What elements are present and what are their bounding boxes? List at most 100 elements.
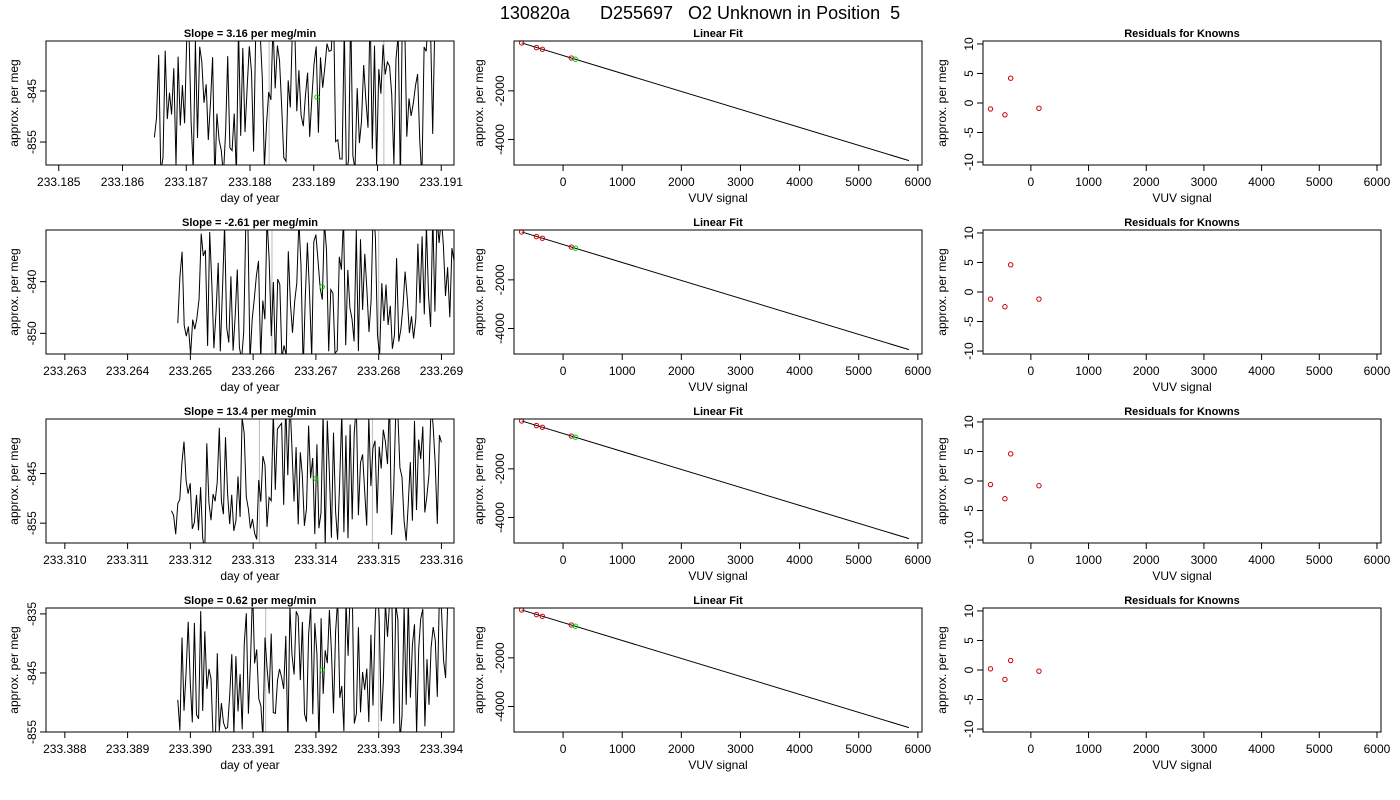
x-tick-label: 233.191 <box>420 175 464 189</box>
x-tick-label: 233.314 <box>294 553 338 567</box>
x-tick-label: 2000 <box>1133 742 1160 756</box>
timeseries-panel-4: Slope = 0.62 per meg/min 233.388 233.389 23… <box>7 595 463 772</box>
panel-title: Residuals for Knowns <box>1124 28 1240 40</box>
x-axis-label: VUV signal <box>1152 569 1211 583</box>
residuals-panel-4: Residuals for Knowns 0 1000 2000 3000 4000 500… <box>935 595 1391 772</box>
x-tick-label: 233.313 <box>231 553 275 567</box>
x-tick-label: 1000 <box>1075 742 1102 756</box>
x-tick-label: 233.310 <box>43 553 87 567</box>
residual-point <box>1007 451 1014 457</box>
y-tick-label: -855 <box>25 511 39 535</box>
known-point <box>533 422 540 429</box>
y-axis-label: approx. per meg <box>935 437 949 524</box>
timeseries-line <box>153 41 435 165</box>
y-tick-label: -2000 <box>493 453 507 484</box>
x-tick-label: 233.268 <box>357 364 401 378</box>
known-point <box>539 613 546 619</box>
x-tick-label: 0 <box>1028 553 1035 567</box>
x-axis-label: VUV signal <box>688 569 747 583</box>
x-tick-label: 1000 <box>609 553 636 567</box>
plot-frame <box>513 607 923 733</box>
x-tick-label: 233.391 <box>231 742 275 756</box>
timeseries-panel-1: Slope = 3.16 per meg/min 233.185 233.186 23… <box>7 28 464 205</box>
timeseries-panel-2: Slope = -2.61 per meg/min 233.263 233.264 2… <box>7 217 463 394</box>
x-axis-label: day of year <box>220 758 279 772</box>
x-tick-label: 6000 <box>905 364 932 378</box>
x-axis-label: VUV signal <box>1152 380 1211 394</box>
x-tick-label: 233.312 <box>169 553 213 567</box>
residual-point <box>1002 112 1008 118</box>
y-axis-label: approx. per meg <box>7 59 21 146</box>
plot-frame <box>45 607 455 733</box>
x-tick-label: 6000 <box>905 742 932 756</box>
y-tick-label: 10 <box>962 226 976 240</box>
x-tick-label: 1000 <box>1075 364 1102 378</box>
y-tick-label: -5 <box>962 694 976 705</box>
unknown-mean-marker <box>313 475 319 482</box>
y-tick-label: -2000 <box>493 264 507 295</box>
y-tick-label: -845 <box>25 661 39 685</box>
y-tick-label: -850 <box>25 321 39 345</box>
x-tick-label: 233.315 <box>357 553 401 567</box>
x-tick-label: 233.265 <box>169 364 213 378</box>
x-tick-label: 5000 <box>1306 364 1333 378</box>
x-tick-label: 233.390 <box>169 742 213 756</box>
x-tick-label: 1000 <box>609 364 636 378</box>
y-tick-label: -4000 <box>493 691 507 722</box>
y-axis-label: approx. per meg <box>472 626 486 713</box>
y-tick-label: -10 <box>962 153 976 171</box>
x-tick-label: 233.393 <box>357 742 401 756</box>
y-axis-label: approx. per meg <box>935 626 949 713</box>
panel-title: Linear Fit <box>693 28 743 40</box>
x-tick-label: 233.186 <box>101 175 145 189</box>
x-tick-label: 4000 <box>1248 364 1275 378</box>
plot-frame <box>513 40 923 166</box>
x-tick-label: 4000 <box>786 364 813 378</box>
x-tick-label: 233.311 <box>106 553 149 567</box>
x-tick-label: 2000 <box>668 553 695 567</box>
residual-point <box>987 666 994 672</box>
residual-point <box>1036 668 1042 674</box>
x-tick-label: 233.189 <box>292 175 336 189</box>
residual-point <box>987 296 994 302</box>
known-point <box>539 46 546 52</box>
x-tick-label: 0 <box>1028 364 1035 378</box>
x-tick-label: 0 <box>1028 742 1035 756</box>
residual-point <box>1036 105 1042 112</box>
y-tick-label: -2000 <box>493 75 507 106</box>
unknown-mean-marker <box>319 667 325 673</box>
y-tick-label: -4000 <box>493 502 507 533</box>
x-tick-label: 0 <box>1028 175 1035 189</box>
x-tick-label: 2000 <box>1133 175 1160 189</box>
residual-point <box>987 481 994 488</box>
x-tick-label: 233.185 <box>37 175 81 189</box>
x-tick-label: 6000 <box>1364 364 1391 378</box>
y-tick-label: 0 <box>962 666 976 673</box>
y-tick-label: -10 <box>962 720 976 738</box>
x-tick-label: 5000 <box>1306 175 1333 189</box>
x-tick-label: 2000 <box>668 175 695 189</box>
unknown-mean-marker <box>314 94 320 100</box>
unknown-mean-marker <box>319 284 325 290</box>
x-axis-label: day of year <box>220 569 279 583</box>
plot-frame <box>982 418 1382 544</box>
x-tick-label: 6000 <box>905 553 932 567</box>
x-tick-label: 4000 <box>1248 553 1275 567</box>
y-axis-label: approx. per meg <box>7 626 21 713</box>
panel-title: Linear Fit <box>693 595 743 607</box>
y-tick-label: -835 <box>25 602 39 626</box>
x-tick-label: 5000 <box>845 553 872 567</box>
panel-title: Slope = 13.4 per meg/min <box>184 406 317 418</box>
plot-frame <box>982 229 1382 355</box>
plot-frame <box>982 607 1382 733</box>
y-tick-label: -10 <box>962 342 976 360</box>
x-tick-label: 2000 <box>668 364 695 378</box>
x-tick-label: 6000 <box>905 175 932 189</box>
y-tick-label: 10 <box>962 415 976 429</box>
y-tick-label: 0 <box>962 99 976 106</box>
unknown-point <box>572 56 579 62</box>
known-point <box>533 44 540 51</box>
linear-fit-panel-3: Linear Fit 0 1000 2000 3000 4000 5000 6000 -2000… <box>472 406 932 583</box>
x-tick-label: 4000 <box>786 553 813 567</box>
known-point <box>539 424 546 430</box>
